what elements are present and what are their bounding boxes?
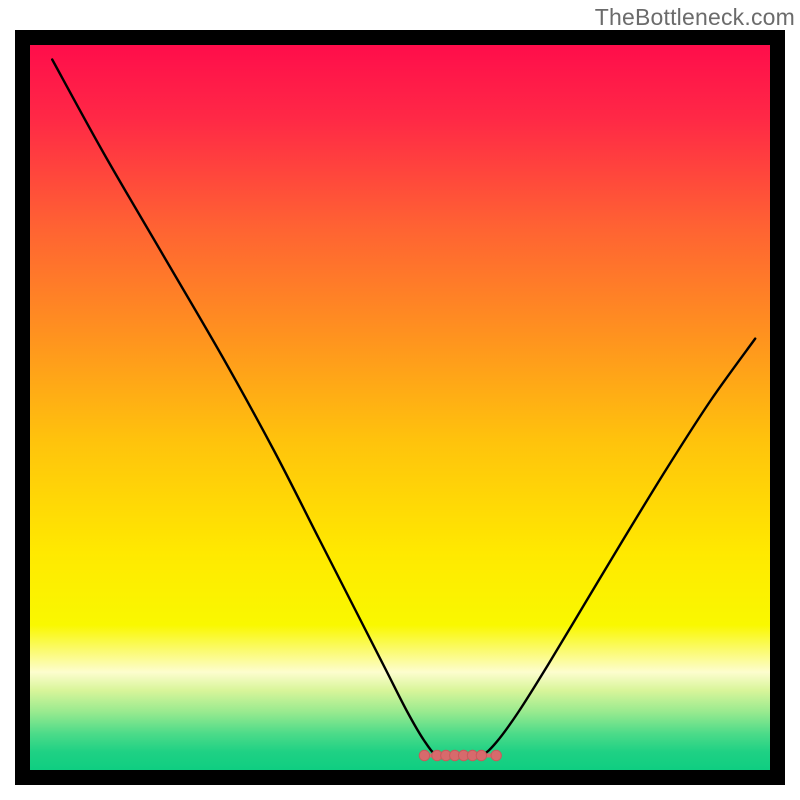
attribution-text: TheBottleneck.com — [595, 4, 795, 31]
chart-background — [30, 45, 770, 770]
chart-stage: TheBottleneck.com — [0, 0, 800, 800]
optimal-range-marker — [476, 750, 486, 760]
optimal-range-marker — [491, 750, 501, 760]
optimal-range-marker — [419, 750, 429, 760]
chart-svg — [0, 0, 800, 800]
